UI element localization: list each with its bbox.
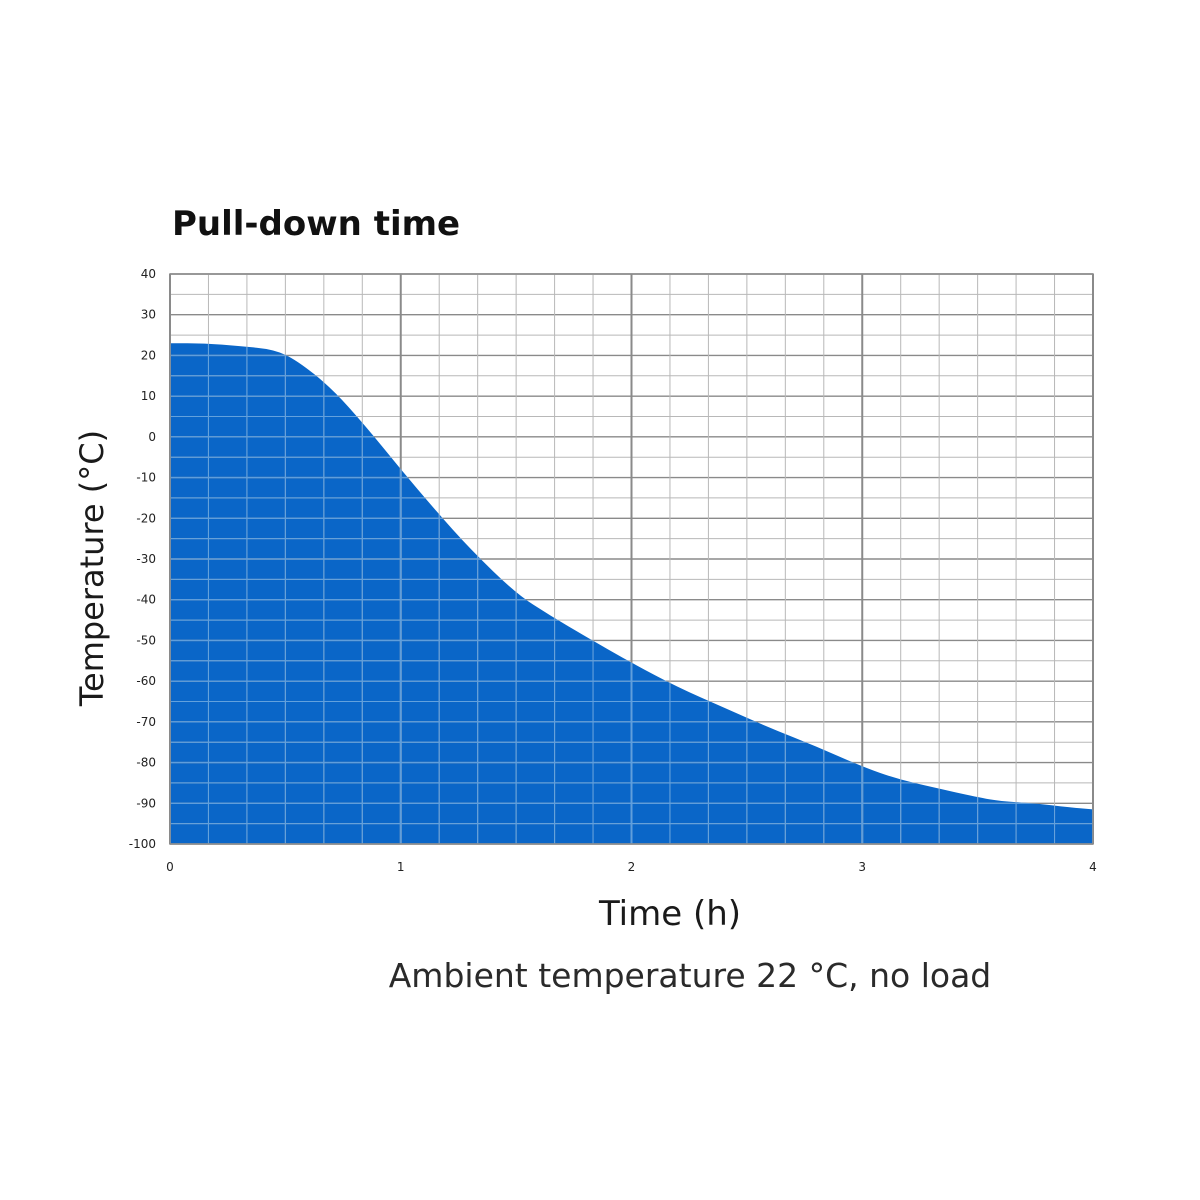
x-tick-label: 2 — [628, 860, 636, 874]
y-tick-labels: 40 30 20 10 0 -10 -20 -30 -40 -50 -60 -70 -80 -90 -100 — [129, 267, 156, 851]
x-tick-label: 0 — [166, 860, 174, 874]
y-tick-label: 40 — [141, 267, 156, 281]
x-tick-label: 1 — [397, 860, 405, 874]
y-tick-label: 20 — [141, 348, 156, 362]
x-axis-label: Time (h) — [598, 894, 741, 934]
y-tick-label: -60 — [136, 674, 156, 688]
chart-title: Pull-down time — [172, 204, 460, 244]
y-tick-label: -50 — [136, 633, 156, 647]
x-tick-labels: 0 1 2 3 4 — [166, 860, 1097, 874]
y-tick-label: 10 — [141, 389, 156, 403]
x-tick-label: 4 — [1089, 860, 1097, 874]
y-tick-label: -40 — [136, 593, 156, 607]
y-tick-label: -70 — [136, 715, 156, 729]
y-tick-label: -80 — [136, 756, 156, 770]
grid-lines — [169, 273, 1094, 845]
y-axis-label: Temperature (°C) — [73, 430, 111, 707]
chart-subtitle: Ambient temperature 22 °C, no load — [389, 956, 992, 995]
y-tick-label: 30 — [141, 308, 156, 322]
y-tick-label: 0 — [148, 430, 156, 444]
y-tick-label: -30 — [136, 552, 156, 566]
y-tick-label: -100 — [129, 837, 156, 851]
y-tick-label: -20 — [136, 511, 156, 525]
y-tick-label: -10 — [136, 471, 156, 485]
y-tick-label: -90 — [136, 796, 156, 810]
plot-border — [169, 273, 1094, 845]
x-tick-label: 3 — [858, 860, 866, 874]
